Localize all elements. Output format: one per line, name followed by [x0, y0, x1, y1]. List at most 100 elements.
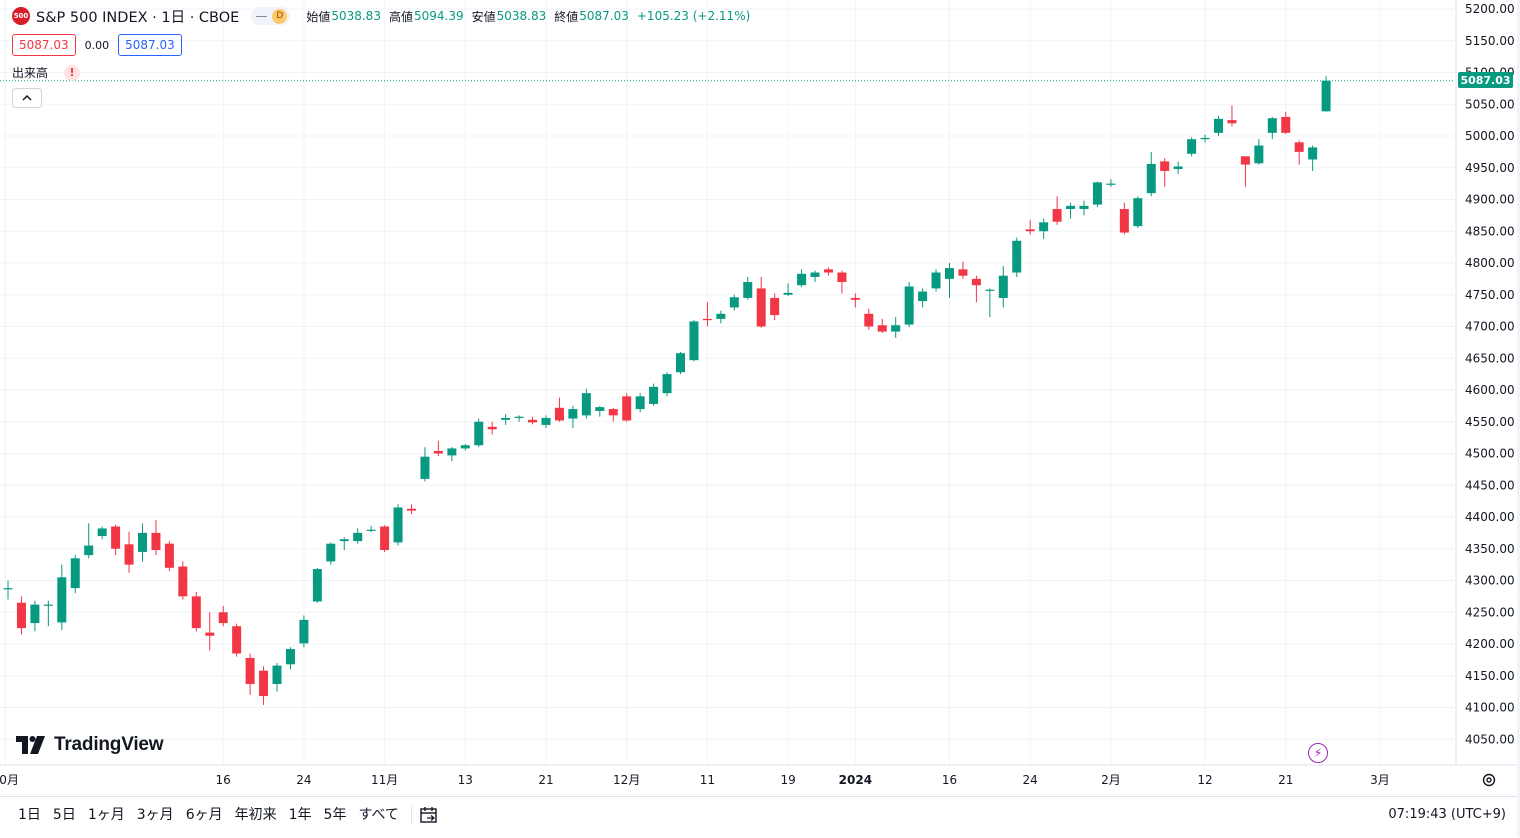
- candle: [1200, 134, 1210, 143]
- candle: [339, 537, 349, 551]
- candle-body: [366, 529, 376, 531]
- candle-body: [581, 393, 591, 416]
- candle-body: [97, 528, 107, 537]
- candle-body: [70, 558, 80, 589]
- candle: [218, 605, 228, 627]
- candle-body: [1066, 205, 1076, 210]
- candle-body: [662, 374, 672, 394]
- x-tick-label: 10月: [0, 773, 19, 787]
- candle: [501, 414, 511, 425]
- candlestick-series: [3, 76, 1331, 705]
- candle: [770, 293, 780, 321]
- candle: [823, 267, 833, 276]
- candle-body: [1227, 120, 1237, 124]
- candle-body: [178, 566, 188, 597]
- bottom-toolbar: 1日 5日 1ヶ月 3ヶ月 6ヶ月 年初来 1年 5年 すべて 07:19:43 (UTC+9): [0, 796, 1520, 838]
- x-tick-label: 16: [216, 773, 231, 787]
- settings-gear-icon[interactable]: [1480, 771, 1498, 789]
- candle-body: [380, 526, 390, 551]
- delayed-data-badge[interactable]: D: [272, 8, 288, 24]
- tradingview-logo[interactable]: TradingView: [16, 734, 164, 756]
- candle: [756, 276, 766, 328]
- x-tick-label: 11月: [371, 773, 398, 787]
- candle-body: [232, 626, 242, 654]
- candle: [326, 542, 336, 565]
- range-button[interactable]: 5日: [52, 807, 76, 823]
- market-status-pill[interactable]: — D: [251, 7, 291, 25]
- symbol-logo-icon[interactable]: 500: [12, 7, 30, 25]
- range-button[interactable]: すべて: [358, 807, 399, 823]
- y-tick-label: 4550.00: [1465, 415, 1515, 429]
- candle-body: [43, 604, 53, 606]
- candle-body: [312, 569, 322, 602]
- candle-body: [756, 288, 766, 327]
- candle: [138, 523, 147, 562]
- candle-body: [931, 272, 941, 289]
- candle-body: [998, 275, 1008, 298]
- x-tick-label: 24: [296, 773, 311, 787]
- clock-readout[interactable]: 07:19:43 (UTC+9): [1388, 807, 1506, 822]
- warning-icon[interactable]: !: [64, 64, 81, 81]
- candle: [608, 407, 618, 422]
- candle: [420, 447, 430, 482]
- buy-price-button[interactable]: 5087.03: [118, 34, 182, 56]
- y-tick-label: 4150.00: [1465, 669, 1515, 683]
- range-button[interactable]: 6ヶ月: [185, 807, 223, 823]
- volume-label[interactable]: 出来高: [12, 66, 49, 80]
- symbol-title[interactable]: S&P 500 INDEX · 1日 · CBOE: [36, 9, 240, 26]
- candle-body: [339, 539, 349, 542]
- y-tick-label: 5050.00: [1465, 97, 1515, 111]
- low-label: 安値: [471, 9, 496, 24]
- y-tick-label: 4900.00: [1465, 193, 1515, 207]
- candle: [743, 276, 753, 300]
- range-button[interactable]: 1日: [18, 807, 41, 823]
- candle: [84, 523, 94, 559]
- candle-body: [716, 313, 726, 319]
- y-tick-label: 4750.00: [1465, 288, 1515, 302]
- candle-body: [810, 272, 820, 277]
- candle-body: [299, 619, 309, 644]
- range-button[interactable]: 1年: [288, 807, 312, 823]
- candle-body: [1187, 139, 1197, 154]
- candle: [1240, 156, 1250, 187]
- candle: [3, 580, 13, 600]
- y-tick-label: 4050.00: [1465, 732, 1515, 746]
- y-tick-label: 4850.00: [1465, 224, 1515, 238]
- candle: [460, 443, 470, 451]
- candle: [918, 288, 928, 308]
- lightning-icon[interactable]: ⚡: [1308, 743, 1328, 763]
- candle-body: [729, 297, 739, 308]
- candle-body: [487, 426, 497, 430]
- candle: [676, 351, 685, 375]
- candle: [581, 388, 591, 419]
- candle-body: [1160, 161, 1170, 171]
- candle: [662, 372, 672, 397]
- candle: [1146, 151, 1156, 197]
- go-to-date-icon[interactable]: [418, 805, 440, 825]
- price-chart[interactable]: 4050.00 4100.00 4150.00 4200.00 4250.00 4300.…: [0, 0, 1520, 796]
- candle: [433, 440, 443, 457]
- candle-body: [1092, 182, 1102, 205]
- range-button[interactable]: 年初来: [234, 807, 277, 823]
- last-price-label: 5087.03: [1458, 72, 1513, 88]
- range-button[interactable]: 1ヶ月: [87, 807, 125, 823]
- low-value: 5038.83: [496, 9, 547, 23]
- range-button[interactable]: 5年: [323, 807, 347, 823]
- candle-body: [1214, 118, 1223, 133]
- candle: [931, 269, 941, 292]
- candle: [1321, 76, 1331, 112]
- candle-body: [1173, 166, 1183, 170]
- candle: [1012, 237, 1022, 277]
- sell-price-button[interactable]: 5087.03: [12, 34, 76, 56]
- candle: [904, 282, 914, 328]
- candle: [554, 397, 564, 422]
- range-button[interactable]: 3ヶ月: [136, 807, 174, 823]
- y-tick-label: 4100.00: [1465, 701, 1515, 715]
- candle-body: [837, 272, 847, 283]
- chart-grid: [0, 0, 1455, 765]
- y-tick-label: 4500.00: [1465, 447, 1515, 461]
- candle-body: [84, 545, 94, 556]
- candle-body: [568, 409, 578, 419]
- x-tick-label: 12: [1197, 773, 1212, 787]
- collapse-legend-button[interactable]: [12, 88, 42, 108]
